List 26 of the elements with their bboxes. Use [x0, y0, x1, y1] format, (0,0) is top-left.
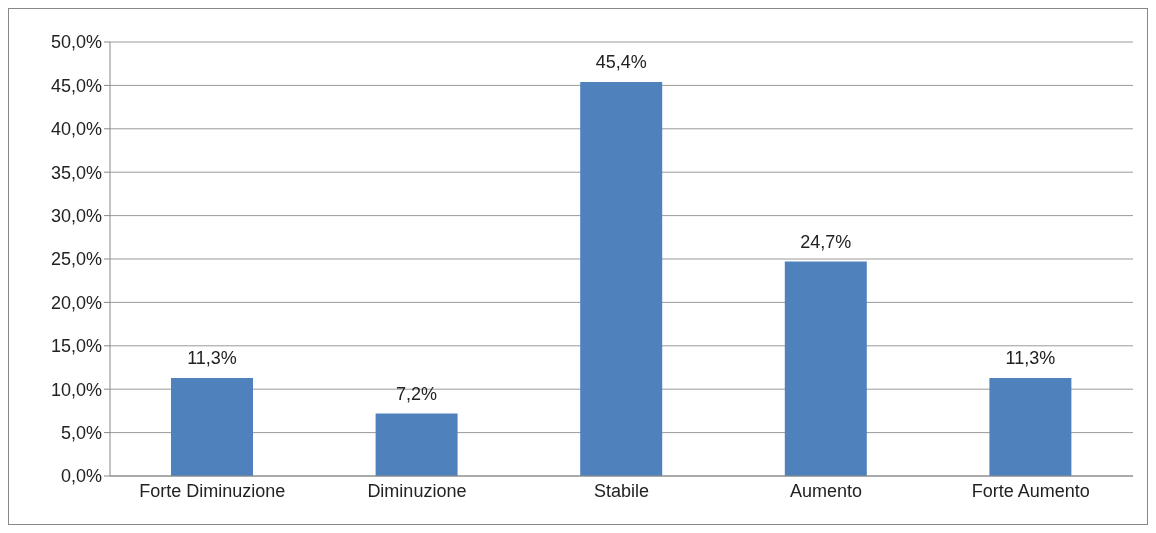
bar: [171, 377, 253, 476]
y-tick-label: 10,0%: [50, 379, 102, 400]
y-tick-label: 40,0%: [50, 119, 102, 140]
y-tick-label: 50,0%: [50, 32, 102, 53]
bar: [375, 413, 458, 476]
bar: [989, 377, 1072, 476]
data-label: 11,3%: [187, 347, 237, 368]
bar: [580, 81, 663, 476]
y-tick-label: 30,0%: [50, 205, 102, 226]
x-tick-label: Stabile: [593, 480, 650, 501]
x-tick-label: Aumento: [790, 480, 863, 501]
data-label: 24,7%: [800, 231, 852, 252]
y-tick-label: 45,0%: [50, 75, 102, 96]
bar: [784, 261, 867, 476]
data-label: 7,2%: [396, 383, 438, 404]
x-tick-label: Forte Aumento: [971, 480, 1090, 501]
y-tick-label: 5,0%: [60, 422, 102, 443]
y-tick-label: 35,0%: [50, 162, 102, 183]
y-tick-label: 15,0%: [50, 336, 102, 357]
y-tick-label: 0,0%: [60, 466, 102, 487]
y-tick-label: 20,0%: [50, 292, 102, 313]
data-label: 45,4%: [595, 51, 647, 72]
data-label: 11,3%: [1005, 347, 1056, 368]
x-tick-label: Forte Diminuzione: [139, 480, 286, 501]
y-tick-label: 25,0%: [50, 249, 102, 270]
x-tick-label: Diminuzione: [367, 480, 467, 501]
